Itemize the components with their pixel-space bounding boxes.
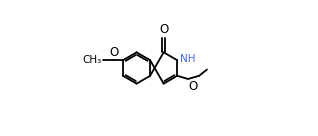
Text: O: O	[159, 23, 168, 36]
Text: CH₃: CH₃	[83, 55, 102, 65]
Text: O: O	[109, 46, 118, 59]
Text: NH: NH	[180, 54, 196, 64]
Text: O: O	[189, 80, 198, 93]
